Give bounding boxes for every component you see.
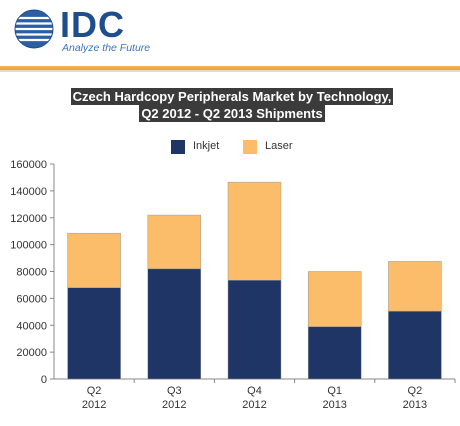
y-tick-label: 80000 <box>16 267 47 279</box>
x-tick-label: Q1 <box>327 385 342 397</box>
x-tick-label: 2012 <box>162 399 186 411</box>
x-tick-label: Q4 <box>247 385 262 397</box>
header: IDC Analyze the Future <box>0 0 460 64</box>
y-tick-label: 160000 <box>10 159 47 171</box>
x-tick-label: 2013 <box>403 399 427 411</box>
globe-icon <box>14 9 54 49</box>
x-tick-label: Q2 <box>408 385 423 397</box>
logo-wordmark: IDC <box>60 4 125 45</box>
x-tick-label: Q3 <box>167 385 182 397</box>
bar-inkjet-2 <box>147 268 202 380</box>
chart-subtitle: Q2 2012 - Q2 2013 Shipments <box>139 105 325 122</box>
header-divider-shadow <box>0 70 460 72</box>
x-tick-label: 2013 <box>322 399 346 411</box>
bar-laser-1 <box>67 232 121 288</box>
y-tick-label: 140000 <box>10 186 47 198</box>
bar-inkjet-4 <box>307 326 362 380</box>
header-divider <box>0 66 460 70</box>
y-tick-label: 120000 <box>10 213 47 225</box>
bar-laser-2 <box>147 214 202 270</box>
legend-label-inkjet: Inkjet <box>193 140 220 152</box>
bar-laser-3 <box>227 181 282 281</box>
bar-laser-4 <box>307 271 362 327</box>
bar-laser-5 <box>388 261 442 312</box>
y-tick-label: 0 <box>41 374 47 386</box>
chart-title: Czech Hardcopy Peripherals Market by Tec… <box>70 88 394 105</box>
logo-tagline: Analyze the Future <box>62 42 151 54</box>
idc-logo[interactable]: IDC Analyze the Future <box>14 4 164 57</box>
bar-inkjet-3 <box>227 279 282 380</box>
legend-swatch-laser <box>243 140 257 154</box>
y-tick-label: 20000 <box>16 347 47 359</box>
y-tick-label: 40000 <box>16 320 47 332</box>
legend-label-laser: Laser <box>265 140 293 152</box>
x-tick-label: 2012 <box>242 399 266 411</box>
bar-inkjet-5 <box>388 310 442 380</box>
legend-swatch-inkjet <box>171 140 185 154</box>
chart-title-block: Czech Hardcopy Peripherals Market by Tec… <box>62 88 402 122</box>
y-tick-label: 100000 <box>10 240 47 252</box>
x-tick-label: 2012 <box>82 399 106 411</box>
x-tick-label: Q2 <box>87 385 102 397</box>
bar-inkjet-1 <box>67 287 121 380</box>
y-tick-label: 60000 <box>16 293 47 305</box>
